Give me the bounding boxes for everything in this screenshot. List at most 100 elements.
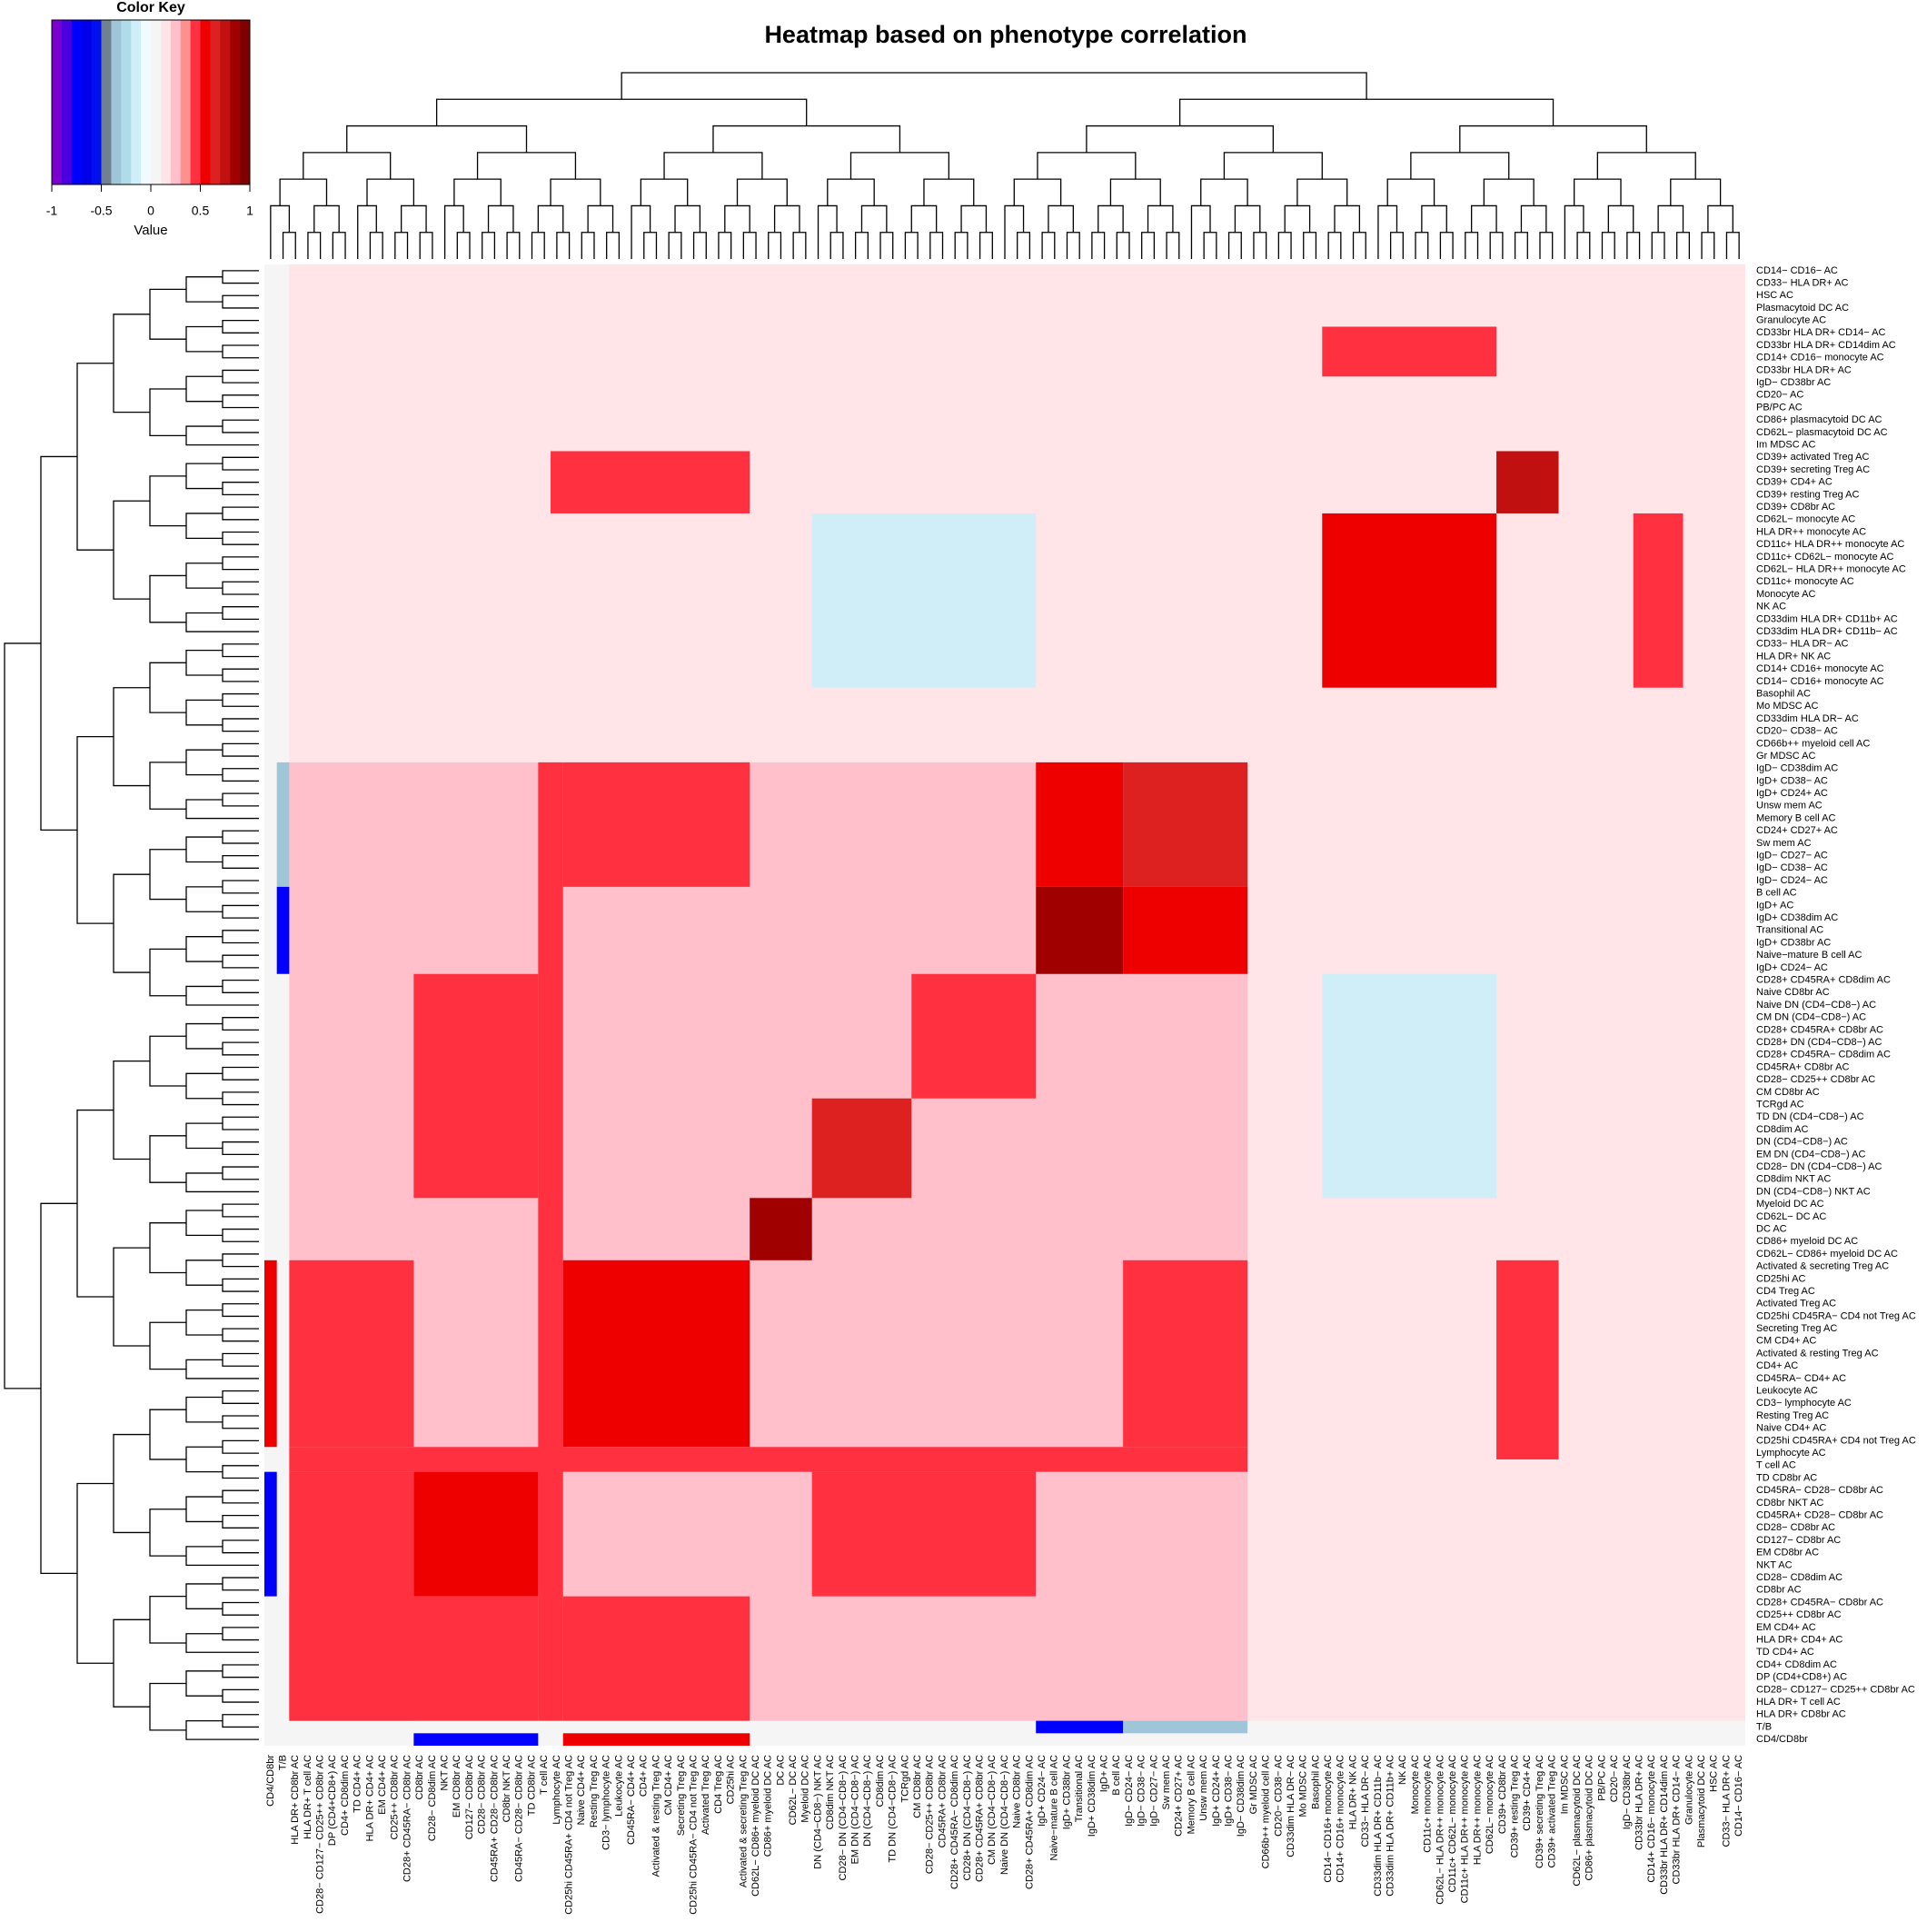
column-label: CD4 Treg AC <box>713 1755 724 1814</box>
dendrogram-branch <box>185 1172 259 1193</box>
row-label: CD45RA+ CD8br AC <box>1756 1061 1849 1072</box>
dendrogram-branch <box>443 204 464 259</box>
dendrogram-branch <box>923 178 975 206</box>
color-key-band <box>170 20 182 184</box>
dendrogram-branch <box>222 270 259 284</box>
heatmap-block <box>1123 1260 1248 1448</box>
column-label: DN (CD4−CD8−) AC <box>862 1755 873 1847</box>
row-label: EM DN (CD4−CD8−) AC <box>1756 1149 1865 1160</box>
row-label: CD3− lymphocyte AC <box>1756 1398 1852 1409</box>
dendrogram-branch <box>222 1352 259 1367</box>
column-label: CD33dim HLA DR− AC <box>1286 1755 1296 1857</box>
dendrogram-branch <box>643 232 658 259</box>
column-label: Naive−mature B cell AC <box>1049 1755 1060 1861</box>
column-label: CD86+ myeloid DC AC <box>763 1755 774 1857</box>
column-label: CD20− AC <box>1609 1755 1620 1802</box>
row-label: CM DN (CD4−CD8−) AC <box>1756 1012 1866 1023</box>
row-label: EM CD4+ AC <box>1756 1622 1816 1633</box>
row-label: CD25hi AC <box>1756 1273 1805 1284</box>
column-label: CD14− CD16− AC <box>1733 1755 1744 1837</box>
color-key-title: Color Key <box>116 0 185 15</box>
row-label: PB/PC AC <box>1756 402 1803 413</box>
dendrogram-branch <box>222 768 259 782</box>
dendrogram-branch <box>1670 178 1722 206</box>
column-label: CD66b++ myeloid cell AC <box>1261 1755 1272 1868</box>
color-key-band <box>61 20 73 184</box>
row-label: IgD+ CD38br AC <box>1756 937 1831 948</box>
dendrogram-branch <box>792 232 807 259</box>
row-label: Naive−mature B cell AC <box>1756 950 1862 961</box>
dendrogram-branch <box>674 204 701 233</box>
dendrogram-branch <box>1601 232 1615 259</box>
column-label: HLA DR++ monocyte AC <box>1472 1755 1483 1865</box>
dendrogram-branch <box>185 699 223 726</box>
dendrogram-branch <box>1459 124 1647 153</box>
column-label: CD62L− CD86+ myeloid DC AC <box>750 1755 761 1897</box>
dendrogram-branch <box>222 742 259 757</box>
dendrogram-branch <box>910 204 938 233</box>
row-label: CD45RA− CD4+ AC <box>1756 1373 1846 1384</box>
dendrogram-branch <box>1253 232 1267 259</box>
dendrogram-branch <box>222 979 259 993</box>
column-label: Basophil AC <box>1310 1755 1321 1809</box>
dendrogram-branch <box>279 178 328 206</box>
column-label: HLA DR+ NK AC <box>1347 1755 1358 1829</box>
row-label: CD4+ CD8dim AC <box>1756 1659 1837 1670</box>
dendrogram-branch <box>482 232 496 259</box>
row-label: Plasmacytoid DC AC <box>1756 303 1849 314</box>
column-label: DN (CD4−CD8−) NKT AC <box>812 1755 823 1869</box>
dendrogram-branch <box>222 369 259 383</box>
heatmap-block <box>562 762 750 887</box>
column-label: HSC AC <box>1709 1755 1720 1792</box>
column-label: CD33dim HLA DR+ CD11b− AC <box>1373 1755 1384 1897</box>
row-label: Sw mem AC <box>1756 838 1812 849</box>
dendrogram-branch <box>222 1514 259 1529</box>
dendrogram-branch <box>222 643 259 658</box>
row-label: CD28− CD127− CD25++ CD8br AC <box>1756 1684 1915 1695</box>
row-label: CD4/CD8br <box>1756 1734 1808 1745</box>
dendrogram-branch <box>222 854 259 869</box>
row-label: TD CD4+ AC <box>1756 1647 1814 1658</box>
column-label: IgD− CD38dim AC <box>1236 1755 1247 1837</box>
row-label: Naive CD4+ AC <box>1756 1423 1826 1434</box>
dendrogram-branch <box>860 204 888 233</box>
column-label: Granulocyte AC <box>1684 1755 1694 1825</box>
dendrogram-branch <box>1483 178 1535 206</box>
column-label: CD45RA− CD28− CD8br AC <box>514 1755 525 1882</box>
column-label: CM CD8br AC <box>912 1755 923 1818</box>
dendrogram-branch <box>606 232 621 259</box>
row-label: CD127− CD8br AC <box>1756 1535 1841 1546</box>
dendrogram-branch <box>1707 204 1733 233</box>
dendrogram-branch <box>668 232 682 259</box>
dendrogram-branch <box>1234 204 1261 233</box>
dendrogram-branch <box>768 232 782 259</box>
dendrogram-branch <box>1303 232 1317 259</box>
row-label: Myeloid DC AC <box>1756 1199 1824 1210</box>
dendrogram-branch <box>1701 232 1715 259</box>
dendrogram-branch <box>222 930 259 944</box>
heatmap-block <box>289 1260 414 1448</box>
heatmap-block <box>264 1471 277 1597</box>
row-label: Memory B cell AC <box>1756 812 1835 823</box>
heatmap-block <box>1036 886 1124 974</box>
column-label: Naive CD8br AC <box>1012 1755 1023 1828</box>
column-label: CD14+ CD16− monocyte AC <box>1646 1755 1657 1883</box>
heatmap-block <box>911 973 1037 1099</box>
dendrogram-branch <box>332 232 346 259</box>
column-label: Activated & resting Treg AC <box>651 1755 661 1877</box>
column-label: CD28− DN (CD4−CD8−) AC <box>838 1755 849 1881</box>
dendrogram-branch <box>270 204 291 259</box>
dendrogram-branch <box>303 152 392 180</box>
row-label: HLA DR++ monocyte AC <box>1756 526 1866 537</box>
dendrogram-branch <box>537 204 564 233</box>
dendrogram-branch <box>222 1601 259 1616</box>
row-label: CD14− CD16+ monocyte AC <box>1756 676 1884 687</box>
column-label: CD8br NKT AC <box>502 1755 512 1822</box>
column-label: CD45RA− CD4+ AC <box>626 1755 637 1845</box>
row-label: IgD+ CD24− AC <box>1756 962 1828 973</box>
row-label: DP (CD4+CD8+) AC <box>1756 1672 1847 1683</box>
dendrogram-branch <box>185 1719 259 1740</box>
dendrogram-branch <box>149 1222 186 1274</box>
row-label: B cell AC <box>1756 888 1797 899</box>
column-label: CD3− lymphocyte AC <box>601 1755 612 1850</box>
